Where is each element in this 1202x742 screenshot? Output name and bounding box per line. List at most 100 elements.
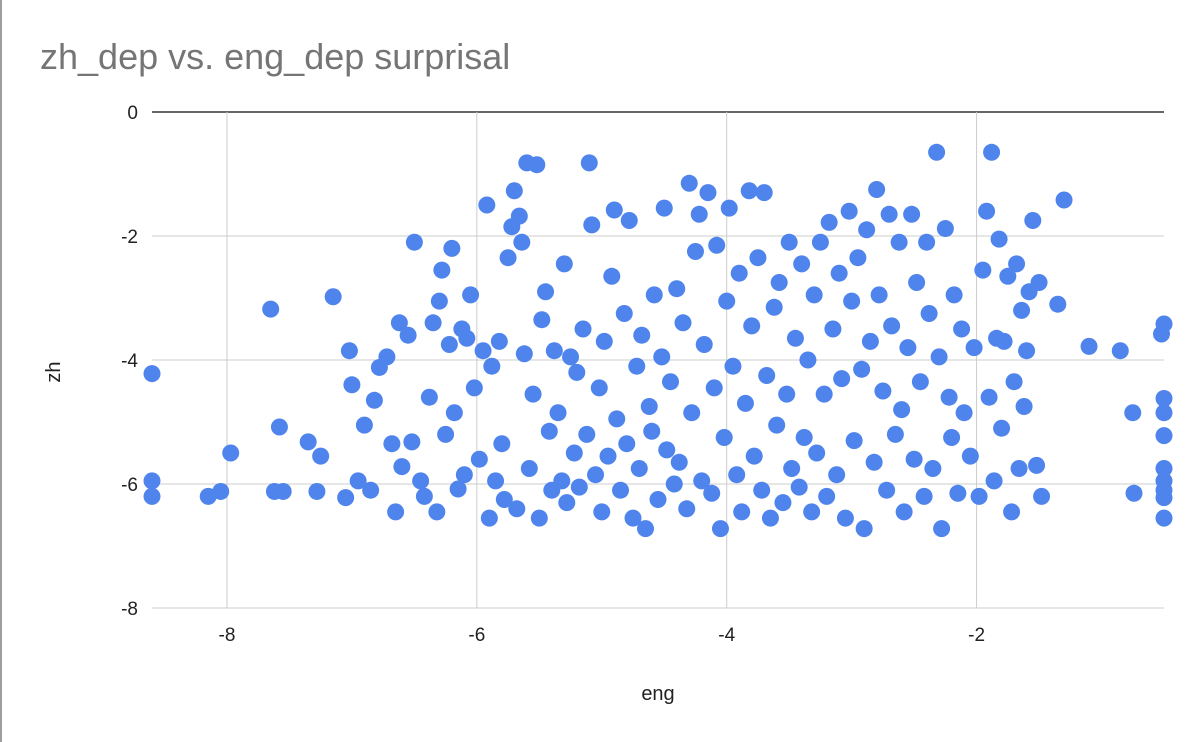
data-point — [978, 202, 996, 220]
y-tick-label: -6 — [121, 475, 138, 496]
chart-title: zh_dep vs. eng_dep surprisal — [40, 36, 511, 77]
data-point — [515, 345, 533, 363]
data-point — [680, 174, 698, 192]
data-point — [365, 391, 383, 409]
data-point — [840, 202, 858, 220]
data-point — [780, 233, 798, 251]
data-point — [1155, 315, 1173, 333]
data-point — [524, 385, 542, 403]
data-point — [1033, 487, 1051, 505]
data-point — [786, 329, 804, 347]
data-point — [470, 450, 488, 468]
data-point — [645, 286, 663, 304]
data-point — [1080, 337, 1098, 355]
data-point — [1055, 191, 1073, 209]
y-tick-label: 0 — [127, 103, 138, 124]
data-point — [828, 466, 846, 484]
data-point — [940, 388, 958, 406]
data-point — [340, 342, 358, 360]
data-point — [478, 196, 496, 214]
data-point — [633, 326, 651, 344]
data-point — [965, 339, 983, 357]
data-point — [730, 264, 748, 282]
data-point — [985, 472, 1003, 490]
data-point — [883, 317, 901, 335]
data-point — [853, 360, 871, 378]
data-point — [387, 503, 405, 521]
data-point — [736, 394, 754, 412]
data-point — [765, 298, 783, 316]
data-point — [562, 348, 580, 366]
data-point — [558, 494, 576, 512]
data-point — [845, 432, 863, 450]
data-point — [720, 199, 738, 217]
data-point — [761, 509, 779, 527]
data-point — [868, 181, 886, 198]
data-point — [818, 487, 836, 505]
data-point — [983, 143, 1001, 161]
data-point — [668, 280, 686, 298]
data-point — [699, 184, 717, 202]
data-point — [915, 487, 933, 505]
data-point — [643, 422, 661, 440]
data-point — [1015, 398, 1033, 415]
data-point — [593, 503, 611, 521]
data-point — [1049, 295, 1067, 313]
data-point — [824, 320, 842, 338]
data-point — [861, 332, 879, 350]
data-point — [770, 274, 788, 291]
data-point — [768, 416, 786, 434]
data-point — [574, 320, 592, 338]
data-point — [955, 404, 973, 422]
data-point — [905, 450, 923, 468]
data-point — [608, 410, 626, 428]
data-point — [549, 404, 567, 422]
data-point — [874, 382, 892, 400]
data-point — [918, 233, 936, 251]
data-point — [711, 520, 729, 538]
data-point — [678, 500, 696, 518]
data-point — [1155, 489, 1173, 507]
data-point — [803, 503, 821, 521]
data-point — [755, 184, 773, 202]
data-point — [362, 481, 380, 499]
data-point — [595, 332, 613, 350]
data-point — [974, 261, 992, 279]
data-point — [312, 447, 330, 465]
data-point — [505, 182, 523, 200]
data-point — [793, 255, 811, 273]
data-point — [945, 286, 963, 304]
data-point — [774, 494, 792, 512]
data-point — [480, 509, 498, 527]
data-point — [995, 332, 1013, 350]
data-point — [508, 500, 526, 518]
data-point — [428, 503, 446, 521]
data-point — [412, 472, 430, 490]
data-point — [337, 489, 355, 507]
data-point — [383, 435, 401, 453]
data-point — [499, 249, 517, 267]
data-point — [415, 487, 433, 505]
data-point — [299, 433, 317, 451]
data-point — [462, 286, 480, 304]
data-point — [262, 300, 280, 318]
data-point — [274, 482, 292, 500]
data-point — [653, 348, 671, 366]
data-point — [640, 398, 658, 415]
data-point — [928, 143, 946, 161]
data-point — [605, 201, 623, 219]
data-point — [637, 520, 655, 538]
data-point — [693, 472, 711, 490]
data-point — [930, 348, 948, 366]
data-point — [933, 520, 951, 538]
data-point — [830, 264, 848, 282]
data-point — [843, 292, 861, 310]
data-point — [474, 342, 492, 360]
data-point — [920, 305, 938, 322]
data-point — [603, 267, 621, 285]
data-point — [705, 379, 723, 397]
data-point — [808, 444, 826, 462]
data-point — [855, 520, 873, 538]
data-point — [583, 216, 601, 234]
